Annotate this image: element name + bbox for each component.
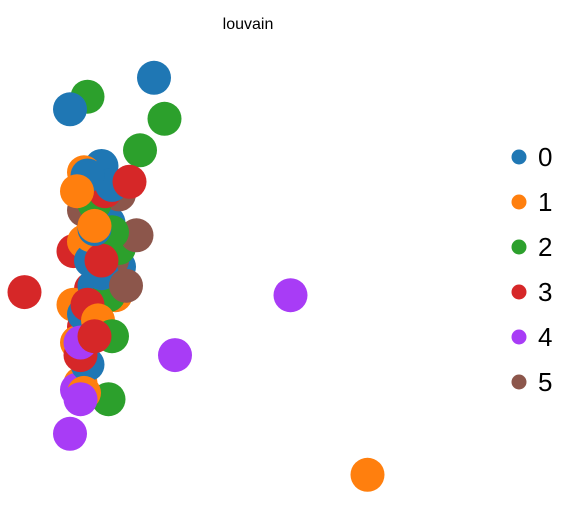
data-point-cluster-3 (112, 164, 147, 199)
data-point-cluster-3 (84, 243, 119, 278)
data-point-cluster-0 (53, 92, 87, 127)
legend-marker (511, 284, 527, 300)
data-point-cluster-4 (53, 416, 87, 451)
legend-label: 5 (538, 367, 552, 397)
points-layer (7, 60, 385, 492)
legend-label: 4 (538, 322, 552, 352)
legend-item-5: 5 (511, 367, 552, 397)
legend-marker (511, 194, 527, 210)
data-point-cluster-1 (60, 174, 94, 209)
legend-label: 1 (538, 187, 552, 217)
legend-marker (511, 239, 527, 255)
legend-item-3: 3 (511, 277, 552, 307)
data-point-cluster-4 (63, 382, 98, 417)
data-point-cluster-4 (273, 278, 308, 313)
data-point-cluster-1 (350, 457, 385, 492)
data-point-cluster-0 (137, 60, 171, 95)
legend-marker (511, 149, 527, 165)
legend-label: 0 (538, 142, 552, 172)
legend-item-2: 2 (511, 232, 552, 262)
data-point-cluster-3 (77, 319, 112, 354)
data-point-cluster-1 (77, 208, 112, 243)
legend: 0 1 2 3 4 5 (511, 142, 552, 397)
legend-marker (511, 329, 527, 345)
data-point-cluster-5 (109, 268, 143, 303)
legend-item-4: 4 (511, 322, 552, 352)
legend-label: 3 (538, 277, 552, 307)
data-point-cluster-2 (123, 133, 157, 168)
legend-item-1: 1 (511, 187, 552, 217)
data-point-cluster-4 (158, 338, 192, 373)
legend-label: 2 (538, 232, 552, 262)
chart-title: louvain (223, 16, 274, 33)
data-point-cluster-2 (147, 101, 182, 136)
legend-marker (511, 374, 527, 390)
data-point-cluster-3 (7, 275, 42, 310)
legend-item-0: 0 (511, 142, 552, 172)
